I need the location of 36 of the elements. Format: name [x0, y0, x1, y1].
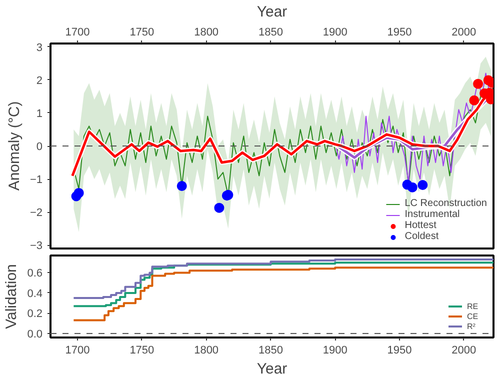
y-tick-label: 0.2 — [27, 308, 43, 320]
x-axis-title: Year — [256, 4, 288, 20]
y-tick-label: 0.0 — [27, 328, 43, 340]
x-tick-label: 1900 — [322, 344, 348, 356]
x-tick-label: 1900 — [322, 26, 348, 38]
x-tick-label: 1950 — [387, 344, 412, 356]
x-tick-label: 1800 — [194, 344, 219, 356]
x-tick-label: 1750 — [130, 26, 154, 38]
y-tick-label: −1 — [30, 174, 43, 186]
legend-label: LC Reconstruction — [404, 198, 487, 209]
y-axis-title: Anomaly (°C) — [6, 101, 23, 191]
legend-label: R² — [467, 322, 476, 330]
legend-label: CE — [467, 312, 480, 320]
x-tick-label: 1950 — [387, 26, 412, 38]
x-tick-label: 2000 — [452, 344, 476, 356]
y-tick-label: 3 — [36, 42, 43, 54]
legend-label: Coldest — [404, 231, 439, 242]
x-tick-label: 1750 — [130, 344, 154, 356]
y-axis-title: Validation — [3, 264, 20, 329]
y-tick-label: −3 — [30, 240, 43, 252]
x-tick-label: 1700 — [65, 344, 90, 356]
y-tick-label: 1 — [36, 108, 43, 120]
y-tick-label: 0.6 — [27, 268, 43, 280]
legend-label: RE — [467, 302, 480, 310]
x-tick-label: 1700 — [65, 26, 90, 38]
legend-label: Instrumental — [404, 209, 460, 220]
y-tick-label: −2 — [30, 207, 43, 220]
y-tick-label: 2 — [36, 74, 43, 87]
y-tick-label: 0 — [36, 141, 43, 153]
x-tick-label: 1850 — [258, 26, 283, 38]
x-tick-label: 1800 — [194, 26, 219, 38]
x-axis-title: Year — [256, 360, 288, 374]
y-tick-label: 0.4 — [27, 288, 43, 300]
x-tick-label: 1850 — [258, 344, 283, 356]
legend-label: Hottest — [404, 220, 436, 231]
x-tick-label: 2000 — [452, 26, 476, 38]
